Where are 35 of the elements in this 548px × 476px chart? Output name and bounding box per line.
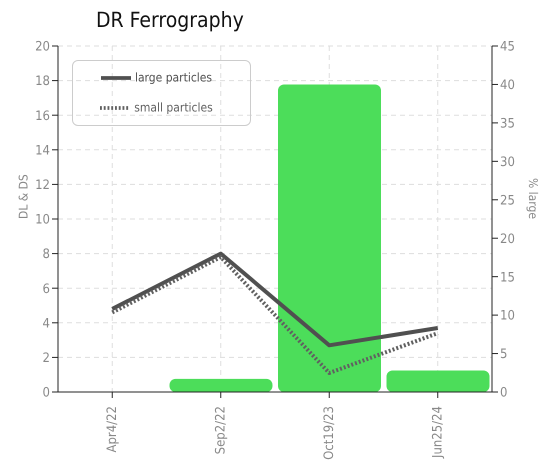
legend-label: large particles bbox=[134, 70, 212, 84]
y2-tick-label: 45 bbox=[500, 40, 515, 55]
y-tick-label: 12 bbox=[35, 178, 50, 194]
y-tick-label: 10 bbox=[35, 212, 50, 228]
y2-tick-label: 20 bbox=[500, 232, 515, 247]
y-tick-label: 18 bbox=[35, 74, 50, 90]
y-tick-label: 4 bbox=[42, 316, 50, 332]
y2-tick-label: 25 bbox=[500, 193, 515, 208]
y-tick-label: 0 bbox=[42, 386, 50, 401]
y2-tick-label: 0 bbox=[500, 386, 508, 401]
y-tick-label: 14 bbox=[35, 143, 50, 158]
x-tick-label: Jun25/24 bbox=[430, 406, 446, 459]
x-tick-label: Oct19/23 bbox=[322, 406, 337, 460]
bar bbox=[170, 378, 272, 392]
y-tick-label: 8 bbox=[42, 247, 50, 262]
y-tick-label: 6 bbox=[42, 282, 50, 297]
bar bbox=[386, 370, 490, 392]
y2-tick-label: 35 bbox=[500, 116, 515, 132]
y2-tick-label: 10 bbox=[500, 308, 515, 324]
y2-tick-label: 5 bbox=[500, 347, 508, 362]
y-tick-label: 2 bbox=[42, 351, 50, 366]
y2-axis-title: % large bbox=[526, 178, 540, 220]
x-tick-label: Apr4/22 bbox=[104, 406, 120, 452]
y2-tick-label: 30 bbox=[500, 154, 515, 170]
bar bbox=[278, 84, 381, 392]
y2-tick-label: 15 bbox=[500, 270, 515, 286]
y-tick-label: 20 bbox=[35, 40, 50, 55]
chart-title: DR Ferrography bbox=[96, 8, 244, 32]
y-axis-title: DL & DS bbox=[16, 174, 30, 219]
line-series bbox=[110, 255, 440, 375]
line-series bbox=[110, 252, 440, 348]
y-tick-label: 16 bbox=[35, 108, 50, 124]
legend-label: small particles bbox=[134, 100, 213, 114]
x-tick-label: Sep2/22 bbox=[213, 406, 228, 454]
y2-tick-label: 40 bbox=[500, 78, 515, 94]
